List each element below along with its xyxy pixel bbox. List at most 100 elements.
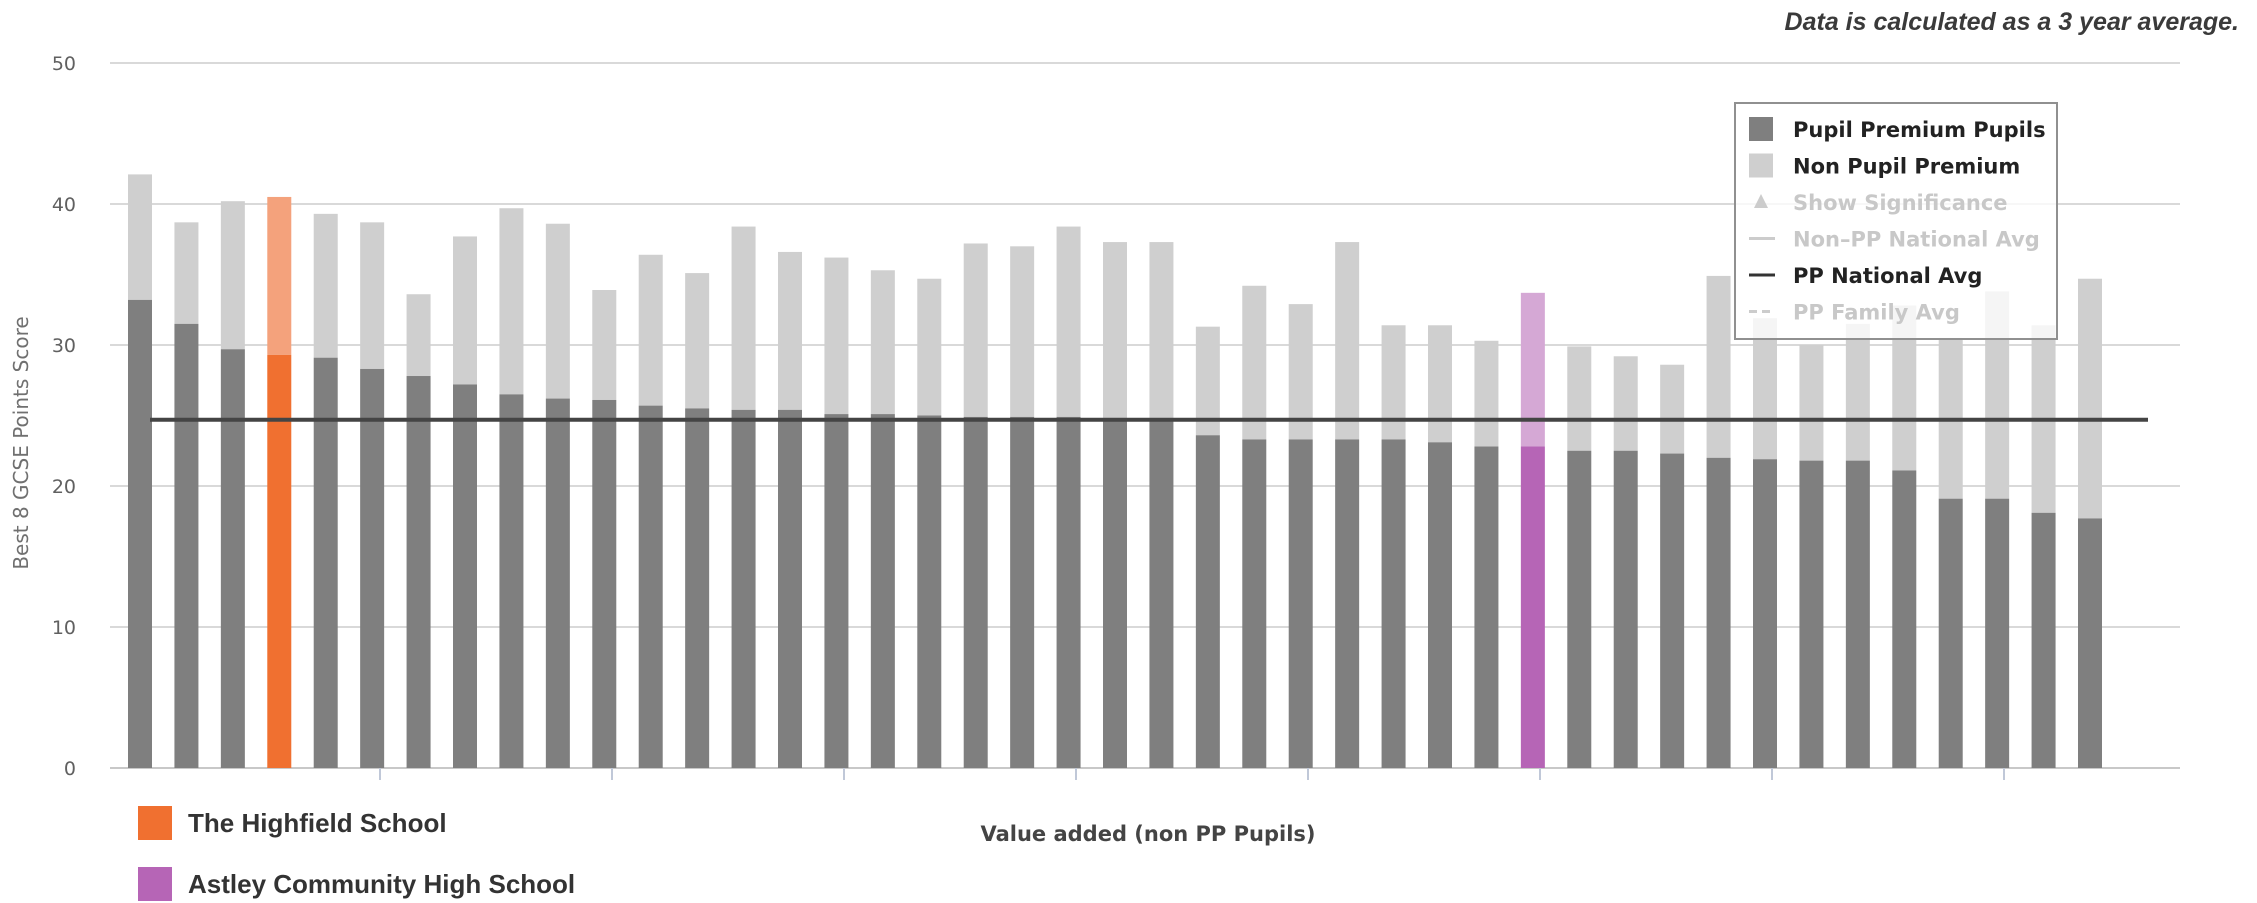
pp-bar[interactable] — [917, 415, 942, 769]
non-pp-bar[interactable] — [1845, 323, 1870, 461]
pp-bar[interactable] — [1706, 457, 1731, 768]
non-pp-bar[interactable] — [1474, 340, 1499, 447]
non-pp-bar[interactable] — [1103, 242, 1127, 419]
non-pp-bar[interactable] — [174, 222, 199, 324]
non-pp-bar[interactable] — [1706, 275, 1731, 458]
pp-bar[interactable] — [1845, 460, 1870, 768]
highlight-key-highfield: The Highfield School — [138, 806, 447, 840]
astley-label: Astley Community High School — [188, 868, 576, 899]
y-tick-label: 50 — [52, 53, 76, 75]
non-pp-bar[interactable] — [360, 222, 385, 369]
y-tick-label: 0 — [64, 758, 76, 780]
pp-bar[interactable] — [824, 414, 849, 768]
legend-item-label[interactable]: PP Family Avg — [1793, 301, 1960, 325]
non-pp-bar[interactable] — [1242, 285, 1267, 440]
pp-bar[interactable] — [313, 357, 338, 768]
pp-bar[interactable] — [731, 409, 756, 768]
pp-bar[interactable] — [1010, 416, 1035, 768]
non-pp-bar[interactable] — [778, 251, 802, 410]
pp-bar[interactable] — [1938, 498, 1963, 768]
pp-bar[interactable] — [1103, 418, 1127, 768]
pp-bar[interactable] — [360, 368, 385, 768]
legend-swatch — [1749, 153, 1773, 178]
non-pp-bar[interactable] — [731, 226, 756, 410]
pp-bar[interactable] — [1335, 439, 1360, 768]
pp-bar[interactable] — [128, 299, 152, 768]
pp-bar[interactable] — [406, 376, 431, 768]
non-pp-bar[interactable] — [1567, 346, 1592, 451]
non-pp-bar[interactable] — [545, 223, 570, 399]
pp-bar[interactable] — [592, 399, 617, 768]
non-pp-bar[interactable] — [963, 243, 988, 417]
non-pp-bar[interactable] — [453, 236, 477, 385]
legend-item-label[interactable]: Pupil Premium Pupils — [1793, 118, 2046, 142]
non-pp-bar[interactable] — [1520, 292, 1545, 447]
pp-bar[interactable] — [1288, 439, 1313, 768]
non-pp-bar[interactable] — [313, 213, 338, 358]
non-pp-bar[interactable] — [1010, 246, 1035, 417]
pp-bar[interactable] — [1195, 435, 1220, 768]
non-pp-bar[interactable] — [870, 270, 895, 415]
pp-bar[interactable] — [453, 384, 477, 768]
non-pp-bar[interactable] — [685, 273, 710, 409]
non-pp-bar[interactable] — [406, 294, 431, 377]
pp-bar[interactable] — [1753, 459, 1777, 768]
non-pp-bar[interactable] — [1149, 242, 1174, 419]
pp-bar[interactable] — [1799, 460, 1824, 768]
pp-bar[interactable] — [1892, 470, 1917, 768]
non-pp-bar[interactable] — [917, 278, 942, 416]
legend-item-label[interactable]: Show Significance — [1793, 191, 2008, 215]
pp-bar[interactable] — [220, 349, 245, 768]
y-axis-ticks: 0 10 20 30 40 50 — [52, 53, 76, 780]
pp-bar[interactable] — [870, 414, 895, 768]
non-pp-bar[interactable] — [1753, 318, 1777, 460]
pp-bar[interactable] — [963, 416, 988, 768]
legend-item-label[interactable]: Non–PP National Avg — [1793, 228, 2040, 252]
non-pp-bar[interactable] — [1056, 226, 1081, 417]
pp-bar[interactable] — [1613, 450, 1638, 768]
pp-bar[interactable] — [545, 398, 570, 768]
non-pp-bar[interactable] — [499, 208, 524, 395]
non-pp-bar[interactable] — [1660, 364, 1685, 454]
non-pp-bar[interactable] — [638, 254, 663, 406]
pp-bar[interactable] — [1381, 439, 1406, 768]
pp-bar[interactable] — [1056, 416, 1081, 768]
legend-item-label[interactable]: Non Pupil Premium — [1793, 155, 2020, 179]
legend-item-label[interactable]: PP National Avg — [1793, 264, 1982, 288]
pp-bar[interactable] — [1660, 453, 1685, 768]
non-pp-bar[interactable] — [2078, 278, 2102, 519]
non-pp-bar[interactable] — [1799, 345, 1824, 461]
legend-swatch — [1749, 117, 1773, 141]
pp-bar[interactable] — [267, 354, 292, 768]
pp-bar[interactable] — [685, 408, 710, 768]
non-pp-bar[interactable] — [824, 257, 849, 415]
pp-bar[interactable] — [2078, 518, 2102, 768]
y-tick-label: 10 — [52, 617, 76, 639]
non-pp-bar[interactable] — [592, 290, 617, 400]
x-axis-label: Value added (non PP Pupils) — [981, 822, 1316, 846]
non-pp-bar[interactable] — [1288, 304, 1313, 440]
pp-bar[interactable] — [1567, 450, 1592, 768]
pp-bar[interactable] — [174, 323, 199, 768]
pp-bar[interactable] — [638, 405, 663, 768]
non-pp-bar[interactable] — [1613, 356, 1638, 451]
non-pp-bar[interactable] — [267, 196, 292, 355]
non-pp-bar[interactable] — [1428, 325, 1452, 443]
pp-bar[interactable] — [1520, 446, 1545, 768]
non-pp-bar[interactable] — [1195, 326, 1220, 436]
pp-bar[interactable] — [499, 394, 524, 768]
pp-bar[interactable] — [1242, 439, 1267, 768]
pp-bar[interactable] — [1474, 446, 1499, 768]
non-pp-bar[interactable] — [1335, 242, 1360, 440]
y-tick-label: 20 — [52, 476, 76, 498]
triangle-icon — [1754, 194, 1768, 208]
pp-bar[interactable] — [778, 409, 802, 768]
pp-bar[interactable] — [1149, 418, 1174, 768]
pp-bar[interactable] — [1985, 498, 2010, 768]
non-pp-bar[interactable] — [220, 201, 245, 350]
non-pp-bar[interactable] — [1381, 325, 1406, 440]
non-pp-bar[interactable] — [128, 174, 152, 300]
pp-bar[interactable] — [1428, 442, 1452, 768]
pp-bar[interactable] — [2031, 512, 2056, 768]
